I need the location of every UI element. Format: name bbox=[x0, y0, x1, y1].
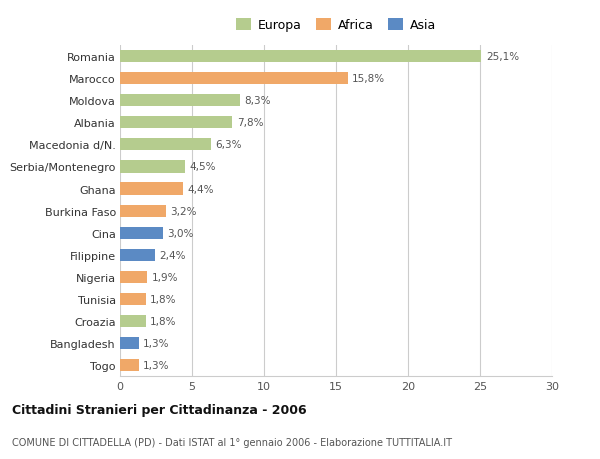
Bar bbox=[120, 73, 347, 85]
Bar bbox=[120, 249, 155, 261]
Bar bbox=[120, 161, 185, 173]
Text: 1,3%: 1,3% bbox=[143, 338, 170, 348]
Bar bbox=[120, 271, 148, 283]
Text: 6,3%: 6,3% bbox=[215, 140, 242, 150]
Bar bbox=[120, 337, 139, 349]
Bar bbox=[120, 95, 239, 107]
Text: COMUNE DI CITTADELLA (PD) - Dati ISTAT al 1° gennaio 2006 - Elaborazione TUTTITA: COMUNE DI CITTADELLA (PD) - Dati ISTAT a… bbox=[12, 437, 452, 447]
Bar bbox=[120, 315, 146, 327]
Text: 15,8%: 15,8% bbox=[352, 74, 385, 84]
Bar bbox=[120, 117, 232, 129]
Bar bbox=[120, 183, 184, 195]
Bar bbox=[120, 293, 146, 305]
Bar bbox=[120, 227, 163, 239]
Bar bbox=[120, 51, 481, 63]
Text: 4,5%: 4,5% bbox=[189, 162, 215, 172]
Text: 2,4%: 2,4% bbox=[159, 250, 185, 260]
Text: 7,8%: 7,8% bbox=[236, 118, 263, 128]
Text: 3,2%: 3,2% bbox=[170, 206, 197, 216]
Bar bbox=[120, 359, 139, 371]
Text: 1,9%: 1,9% bbox=[152, 272, 178, 282]
Text: 8,3%: 8,3% bbox=[244, 96, 271, 106]
Bar bbox=[120, 205, 166, 217]
Legend: Europa, Africa, Asia: Europa, Africa, Asia bbox=[232, 16, 440, 36]
Text: 25,1%: 25,1% bbox=[486, 52, 519, 62]
Text: 1,3%: 1,3% bbox=[143, 360, 170, 370]
Text: Cittadini Stranieri per Cittadinanza - 2006: Cittadini Stranieri per Cittadinanza - 2… bbox=[12, 403, 307, 416]
Text: 1,8%: 1,8% bbox=[150, 316, 177, 326]
Bar bbox=[120, 139, 211, 151]
Text: 3,0%: 3,0% bbox=[167, 228, 194, 238]
Text: 1,8%: 1,8% bbox=[150, 294, 177, 304]
Text: 4,4%: 4,4% bbox=[188, 184, 214, 194]
